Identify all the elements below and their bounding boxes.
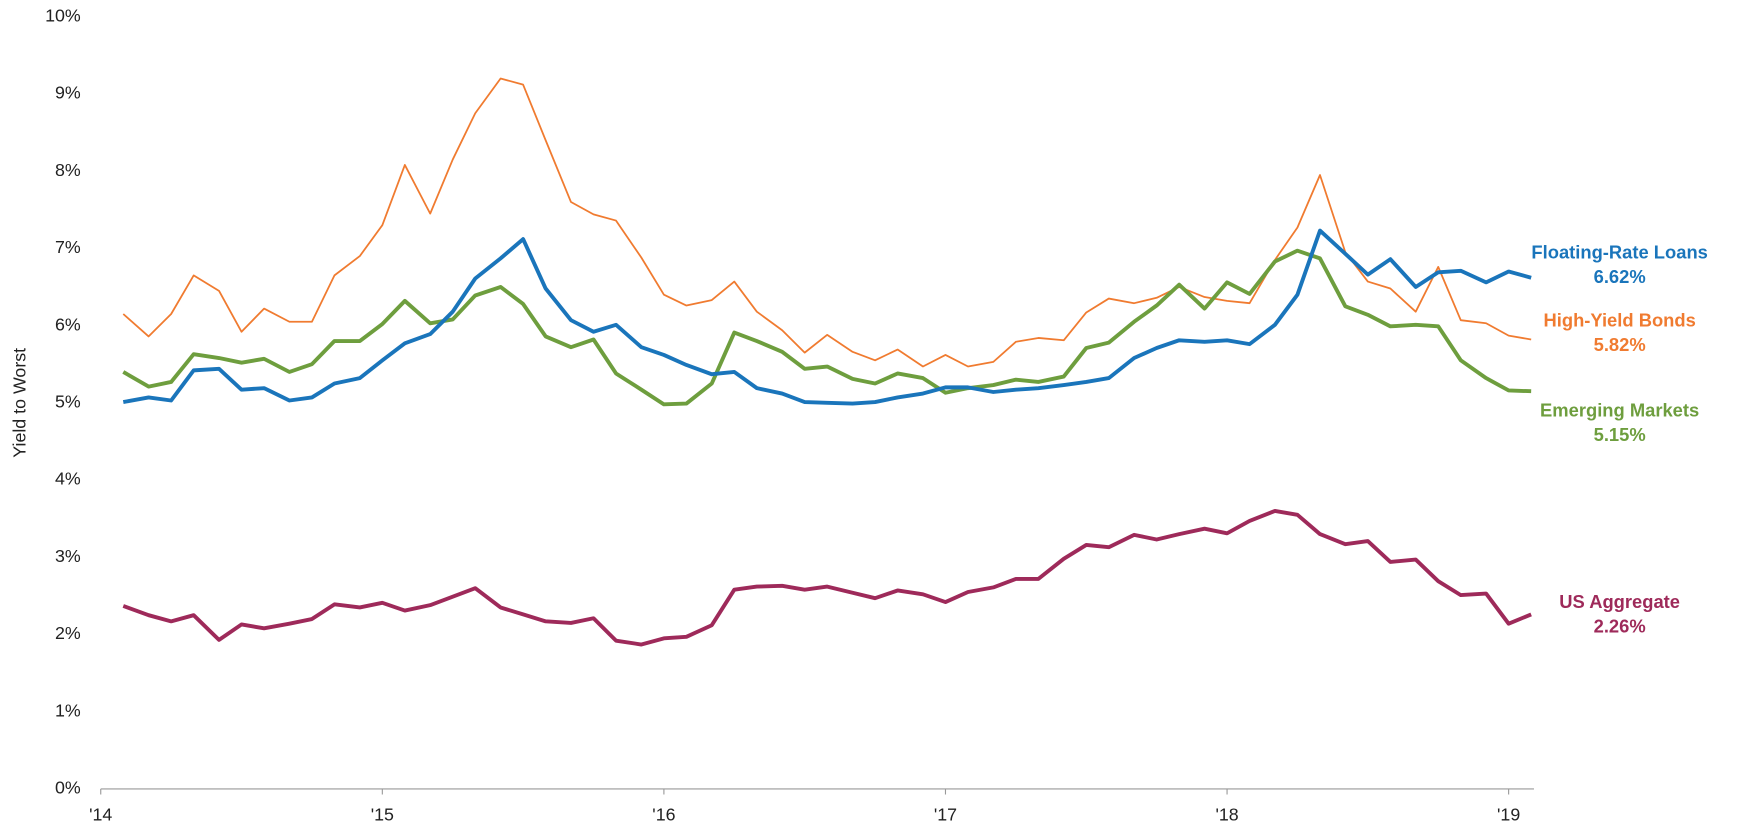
series-label: US Aggregate: [1559, 591, 1680, 612]
series-label: Emerging Markets: [1540, 400, 1699, 421]
x-tick-label: '18: [1215, 804, 1238, 824]
y-tick-label: 6%: [55, 314, 81, 334]
y-tick-label: 10%: [45, 5, 81, 25]
y-tick-label: 2%: [55, 623, 81, 643]
y-tick-label: 3%: [55, 546, 81, 566]
value-label: 5.15%: [1594, 424, 1646, 445]
x-tick-label: '14: [89, 804, 112, 824]
y-tick-label: 8%: [55, 160, 81, 180]
value-label: 5.82%: [1594, 334, 1646, 355]
series-label: High-Yield Bonds: [1544, 309, 1696, 330]
y-tick-label: 7%: [55, 237, 81, 257]
y-tick-label: 1%: [55, 700, 81, 720]
value-label: 6.62%: [1594, 266, 1646, 287]
series-line: [122, 77, 1532, 368]
x-tick-label: '16: [652, 804, 675, 824]
y-tick-label: 9%: [55, 83, 81, 103]
x-tick-label: '17: [934, 804, 957, 824]
series-line: [122, 228, 1532, 406]
y-axis-title: Yield to Worst: [9, 348, 29, 458]
series-label: Floating-Rate Loans: [1531, 242, 1707, 263]
series-line: [122, 508, 1532, 647]
y-tick-label: 5%: [55, 392, 81, 412]
value-label: 2.26%: [1594, 615, 1646, 636]
x-tick-label: '19: [1497, 804, 1520, 824]
x-tick-label: '15: [371, 804, 394, 824]
y-tick-label: 0%: [55, 778, 81, 798]
y-tick-label: 4%: [55, 469, 81, 489]
series-line: [122, 248, 1532, 407]
